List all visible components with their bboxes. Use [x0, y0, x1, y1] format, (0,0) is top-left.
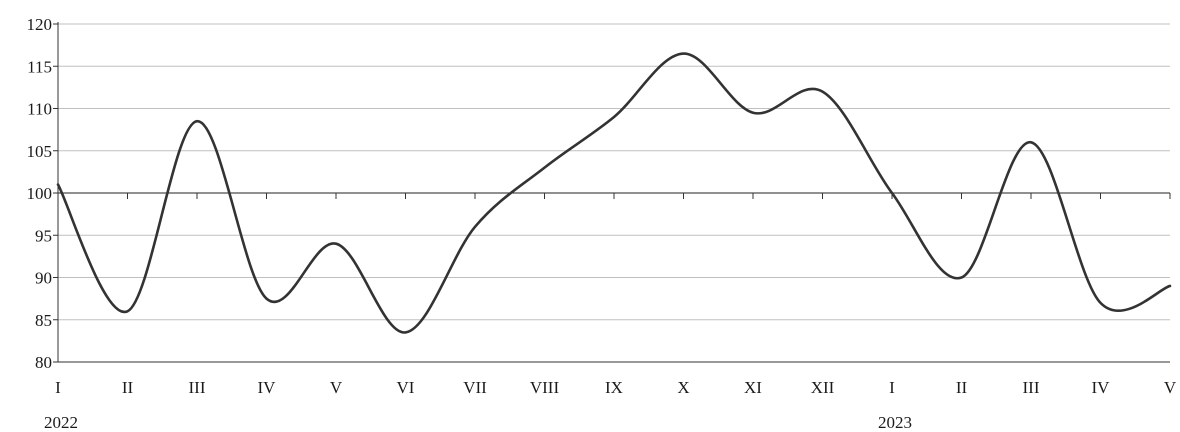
y-tick-label: 80 [35, 353, 52, 372]
x-tick-label: VI [397, 378, 415, 397]
y-tick-labels: 80 85 90 95 100 105 110 115 120 [27, 15, 53, 372]
y-tick-label: 85 [35, 311, 52, 330]
y-tick-label: 105 [27, 142, 53, 161]
x-tick-label: I [55, 378, 61, 397]
y-tick-label: 90 [35, 269, 52, 288]
year-label-2023: 2023 [878, 413, 912, 432]
x-tick-label: VIII [530, 378, 560, 397]
x-tick-label: XII [811, 378, 835, 397]
x-tick-label: VII [463, 378, 487, 397]
axes [53, 22, 1171, 363]
x-tick-label: V [1164, 378, 1177, 397]
x-tick-label: II [122, 378, 134, 397]
x-tick-label: V [330, 378, 343, 397]
x-tick-label: I [889, 378, 895, 397]
y-tick-label: 115 [27, 57, 52, 76]
x-tick-label: IX [605, 378, 623, 397]
grid-lines [58, 23, 1170, 321]
y-tick-label: 95 [35, 226, 52, 245]
series-line-0 [56, 52, 1172, 334]
x-tick-label: II [956, 378, 968, 397]
y-tick-label: 120 [27, 15, 53, 34]
y-tick-label: 100 [27, 184, 53, 203]
series-lines [56, 52, 1172, 334]
x-tick-label: X [677, 378, 689, 397]
x-tick-label: IV [1092, 378, 1111, 397]
year-label-2022: 2022 [44, 413, 78, 432]
x-tick-label: III [1023, 378, 1040, 397]
x-tick-label: XI [744, 378, 762, 397]
y-tick-label: 110 [27, 100, 52, 119]
x-tick-label: IV [258, 378, 277, 397]
x-tick-labels: I II III IV V VI VII VIII IX X XI XII I II III IV V [55, 378, 1177, 397]
year-labels: 2022 2023 [44, 413, 912, 432]
x-tick-label: III [189, 378, 206, 397]
